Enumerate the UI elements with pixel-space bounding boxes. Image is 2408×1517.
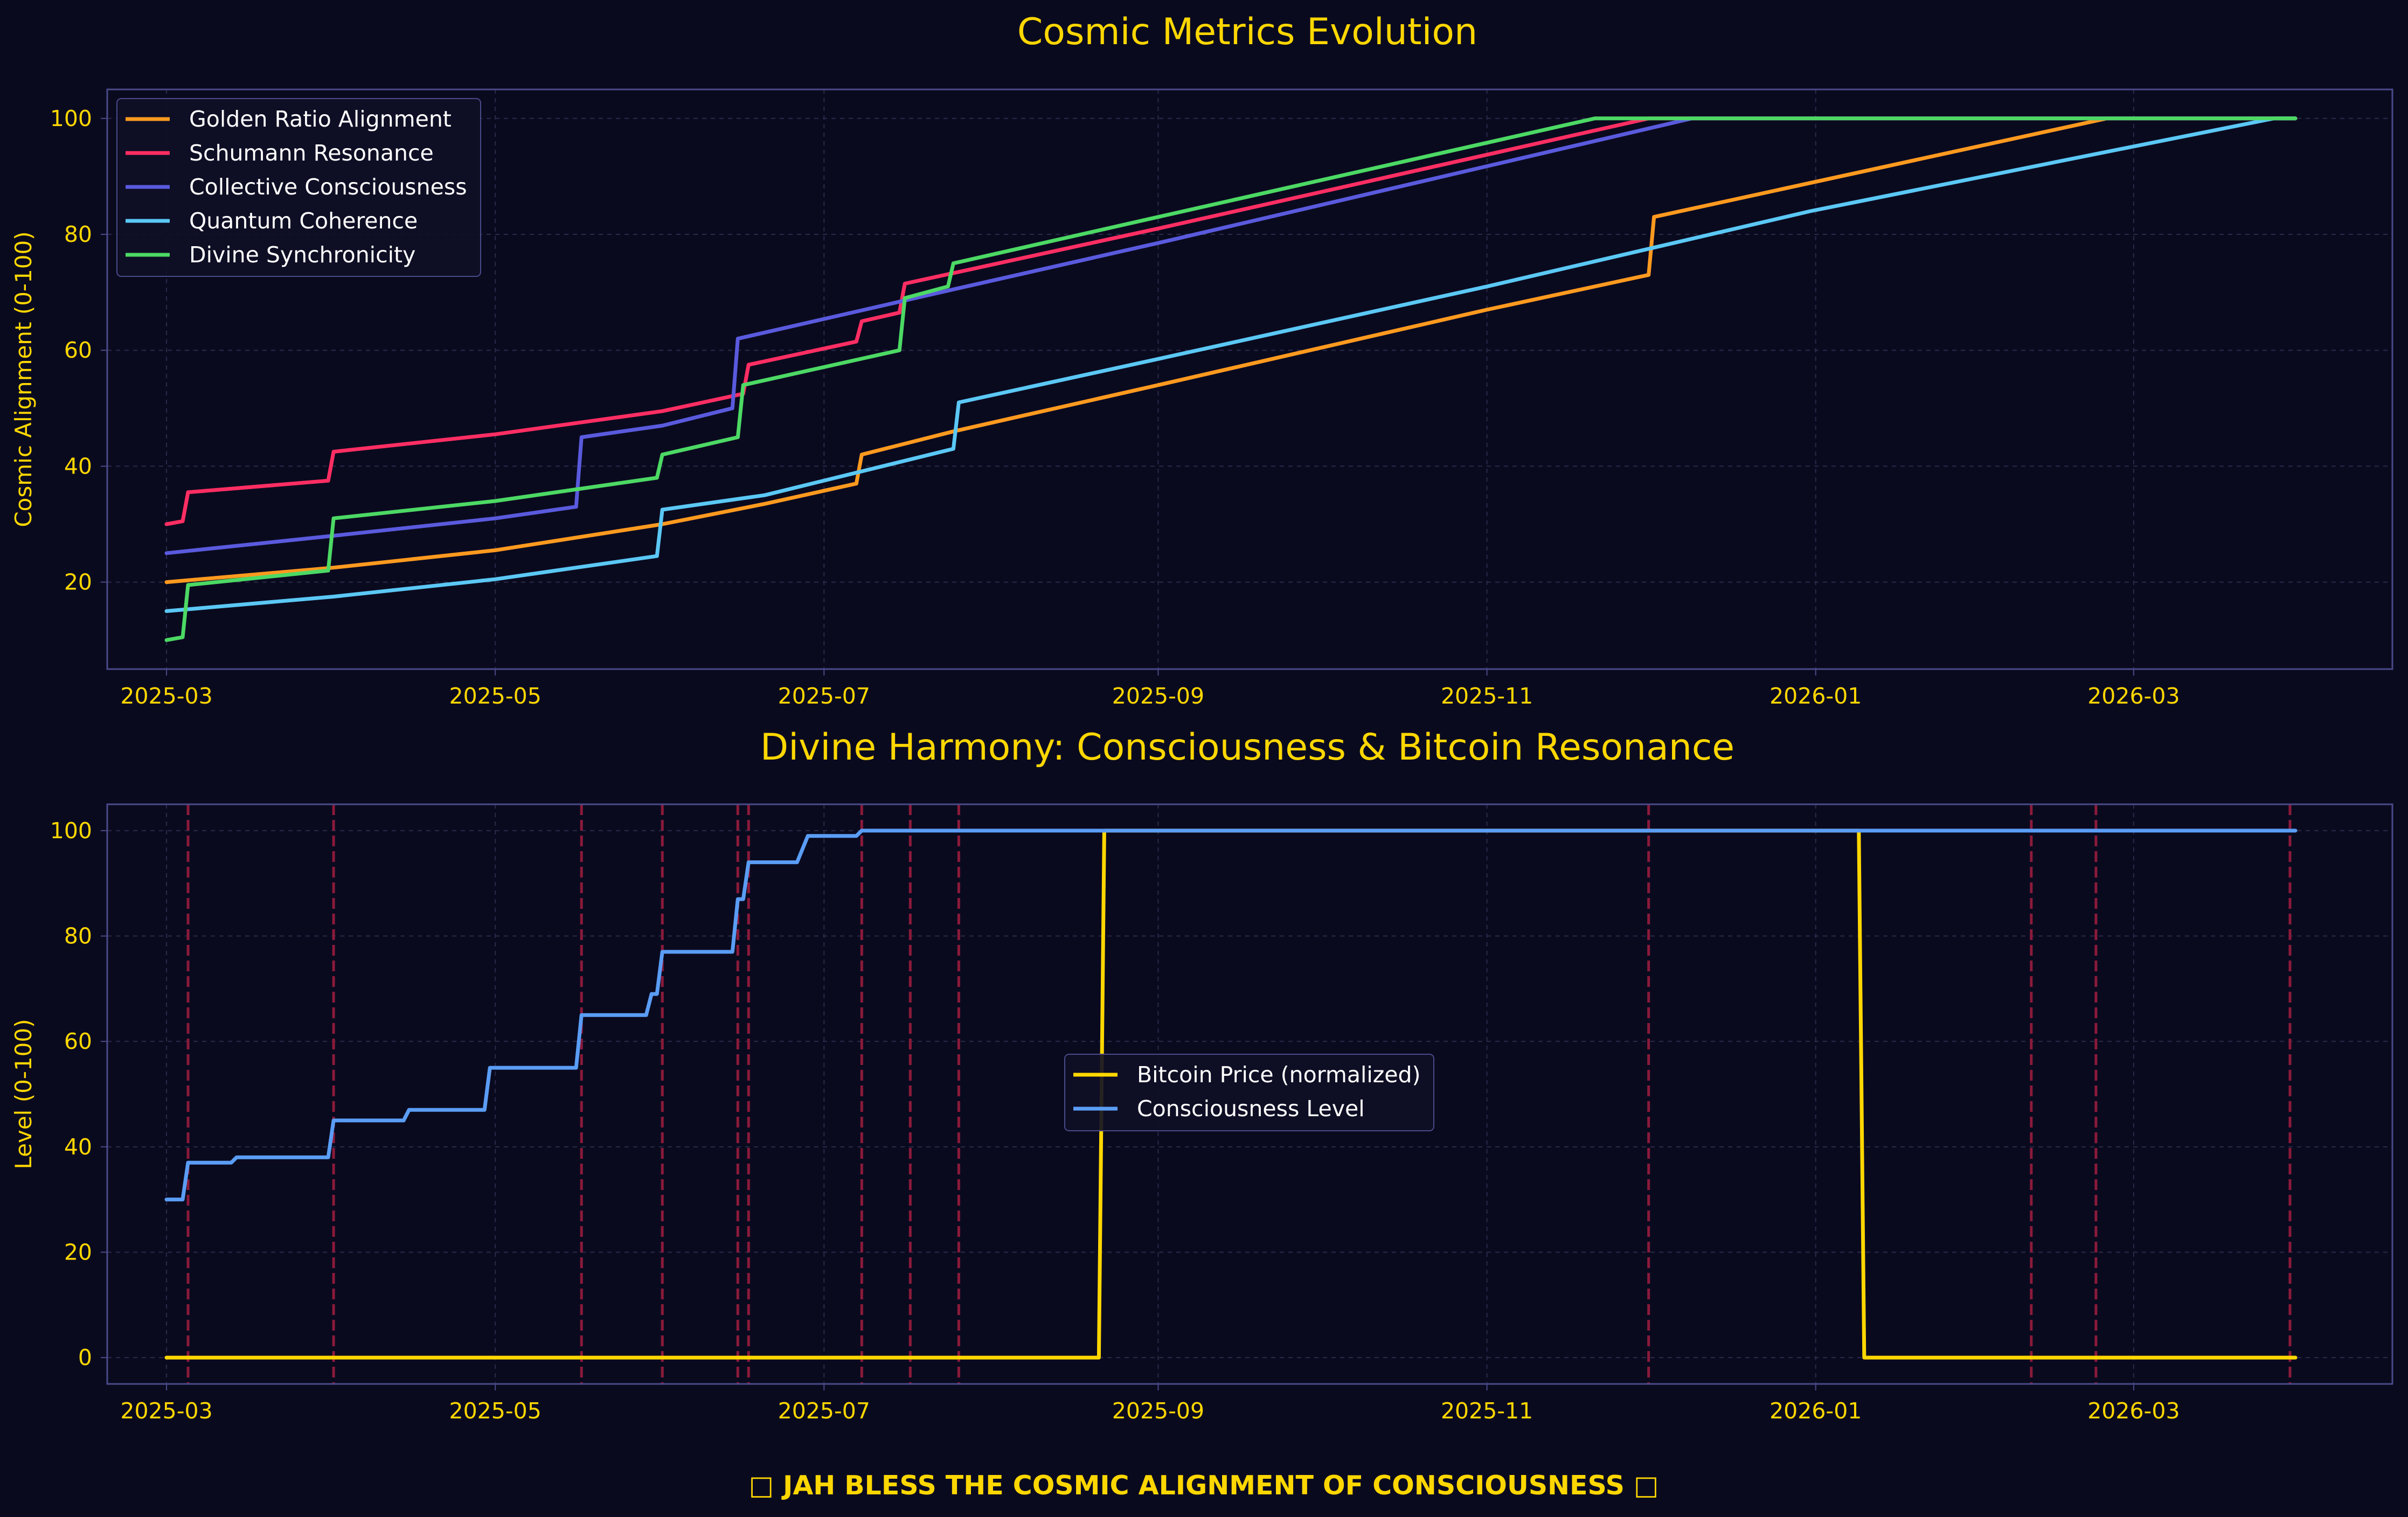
x-tick-label: 2025-07 <box>778 1398 870 1424</box>
series-line <box>164 116 2298 642</box>
x-tick-label: 2026-01 <box>1769 1398 1862 1424</box>
plot-frame <box>106 803 2393 1385</box>
y-tick-label: 40 <box>64 453 92 479</box>
footer-blessing: □ JAH BLESS THE COSMIC ALIGNMENT OF CONS… <box>749 1470 1659 1501</box>
y-tick-label: 60 <box>64 1028 92 1054</box>
y-tick-label: 60 <box>64 337 92 363</box>
y-tick-label: 100 <box>50 818 92 844</box>
y-tick-label: 20 <box>64 569 92 595</box>
x-tick-label: 2025-05 <box>449 683 542 709</box>
x-tick-label: 2025-03 <box>120 683 212 709</box>
event-lines <box>186 804 2292 1384</box>
legend-entry: Divine Synchronicity <box>189 242 415 268</box>
legend-entry: Quantum Coherence <box>189 208 418 234</box>
legend: Bitcoin Price (normalized) Consciousness … <box>1064 1054 1434 1131</box>
x-tick-label: 2026-03 <box>2087 1398 2180 1424</box>
y-axis: 20 40 60 80 100 <box>50 106 107 595</box>
x-tick-label: 2025-09 <box>1112 683 1204 709</box>
y-axis-label: Level (0-100) <box>10 1019 37 1169</box>
plot-frame <box>106 88 2393 670</box>
y-tick-label: 80 <box>64 221 92 247</box>
legend-entry: Golden Ratio Alignment <box>189 106 452 132</box>
series-line <box>164 116 2298 584</box>
divine-harmony-chart: Divine Harmony: Consciousness & Bitcoin … <box>10 726 2393 1424</box>
legend-entry: Bitcoin Price (normalized) <box>1137 1062 1421 1088</box>
legend-entry: Schumann Resonance <box>189 140 434 166</box>
legend: Golden Ratio Alignment Schumann Resonance… <box>116 98 481 277</box>
y-tick-label: 40 <box>64 1134 92 1160</box>
x-tick-label: 2025-09 <box>1112 1398 1204 1424</box>
y-tick-label: 100 <box>50 106 92 131</box>
y-tick-label: 20 <box>64 1239 92 1265</box>
chart-title: Divine Harmony: Consciousness & Bitcoin … <box>760 726 1734 769</box>
legend-box <box>1064 1054 1434 1131</box>
plot-area <box>107 89 2392 669</box>
legend-entry: Collective Consciousness <box>189 174 467 200</box>
series-lines <box>164 829 2298 1360</box>
y-tick-label: 80 <box>64 923 92 949</box>
series-line <box>164 116 2298 526</box>
cosmic-metrics-chart: Cosmic Metrics Evolution 2025-03 2025-05 2… <box>10 11 2393 709</box>
series-line <box>164 116 2298 613</box>
y-axis: 0 20 40 60 80 100 <box>50 818 107 1370</box>
x-tick-label: 2026-01 <box>1769 683 1862 709</box>
x-tick-label: 2026-03 <box>2087 683 2180 709</box>
y-tick-label: 0 <box>78 1345 92 1370</box>
x-tick-label: 2025-03 <box>120 1398 212 1424</box>
x-tick-label: 2025-11 <box>1441 683 1533 709</box>
x-axis: 2025-03 2025-05 2025-07 2025-09 2025-11 2026-… <box>120 1384 2180 1424</box>
x-tick-label: 2025-07 <box>778 683 870 709</box>
legend-box <box>116 98 481 277</box>
x-tick-label: 2025-05 <box>449 1398 542 1424</box>
y-axis-label: Cosmic Alignment (0-100) <box>10 231 37 527</box>
x-axis: 2025-03 2025-05 2025-07 2025-09 2025-11 2026-… <box>120 669 2180 709</box>
x-tick-label: 2025-11 <box>1441 1398 1533 1424</box>
series-lines <box>164 116 2298 642</box>
legend-entry: Consciousness Level <box>1137 1096 1365 1122</box>
chart-title: Cosmic Metrics Evolution <box>1017 11 1477 53</box>
series-line <box>164 116 2298 555</box>
series-line <box>164 829 2298 1202</box>
